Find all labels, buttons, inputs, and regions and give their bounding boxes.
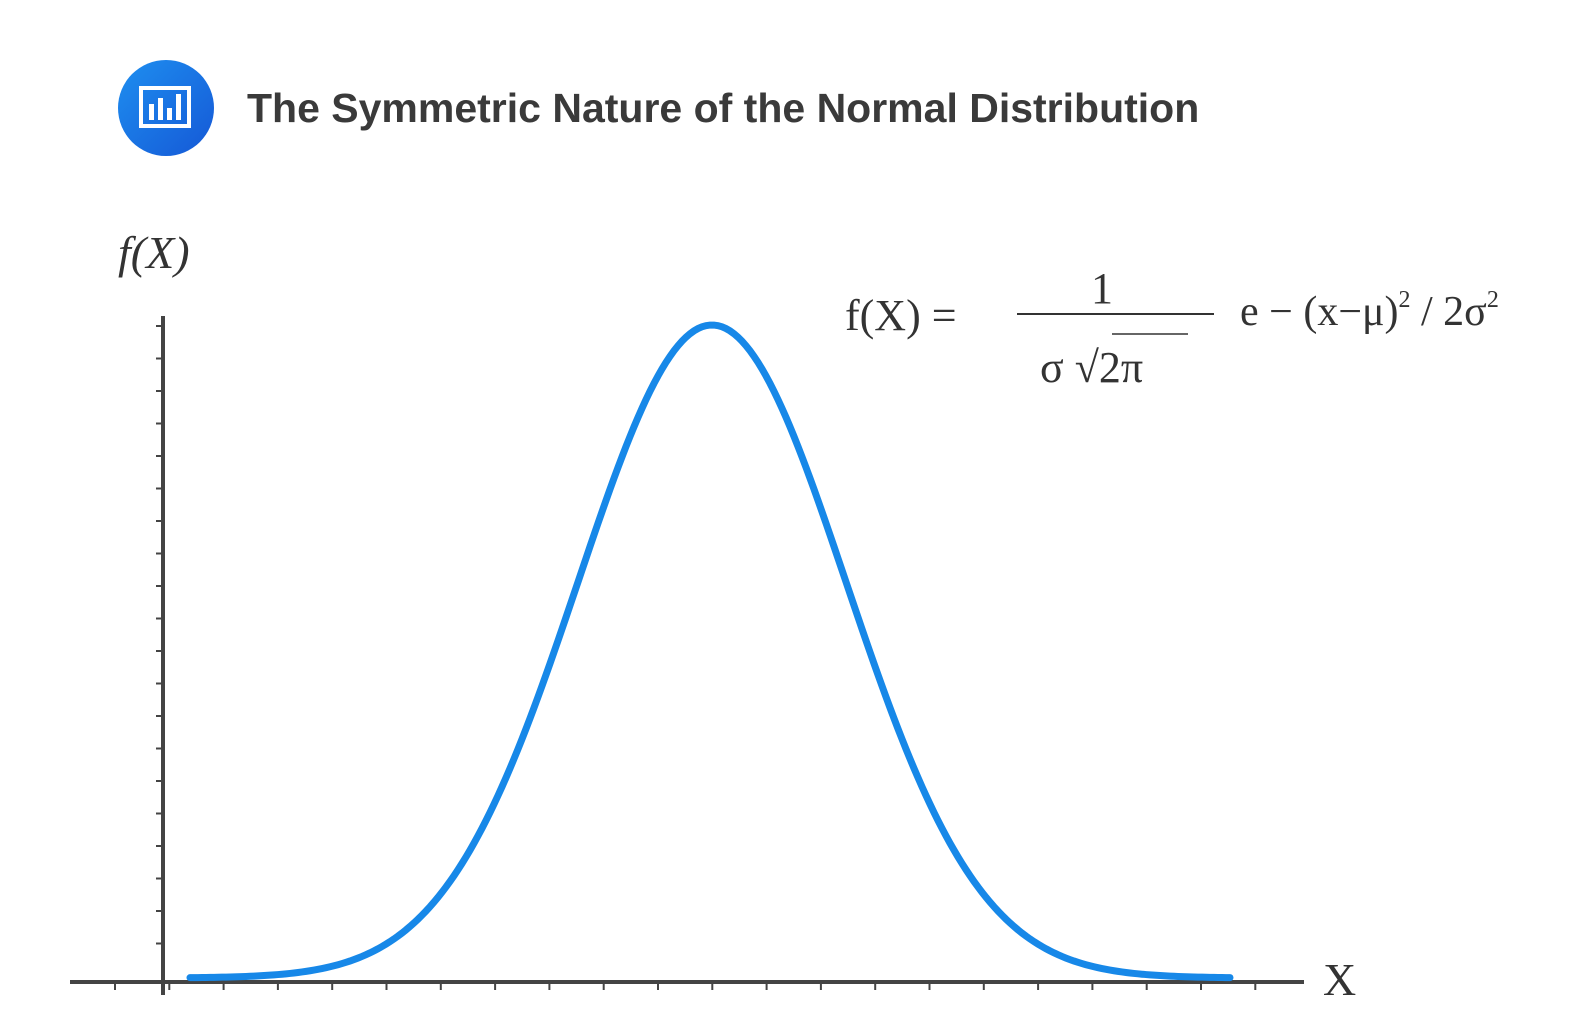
ticks	[114, 325, 1257, 990]
axes	[70, 316, 1304, 995]
x-axis-label: X	[1323, 954, 1356, 1005]
formula-lhs: f(X) =	[845, 291, 957, 340]
formula-numerator: 1	[1091, 264, 1113, 313]
title-icon	[118, 60, 214, 156]
formula: f(X) = 1 σ √2π e − (x−μ)2 / 2σ2	[845, 264, 1499, 392]
formula-exponent: e − (x−μ)2 / 2σ2	[1240, 287, 1499, 335]
normal-curve	[186, 321, 1234, 982]
formula-denominator: σ √2π	[1040, 343, 1143, 392]
y-axis-label: f(X)	[118, 227, 190, 278]
title: The Symmetric Nature of the Normal Distr…	[247, 85, 1199, 131]
